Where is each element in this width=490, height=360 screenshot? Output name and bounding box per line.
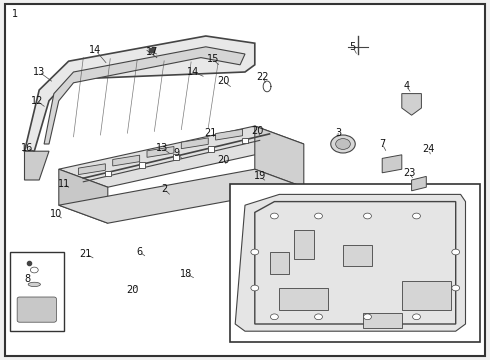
Circle shape — [270, 314, 278, 320]
Text: 12: 12 — [30, 96, 43, 106]
Polygon shape — [59, 169, 304, 223]
Polygon shape — [59, 126, 304, 187]
Polygon shape — [147, 147, 174, 157]
Polygon shape — [44, 47, 245, 144]
Text: 13: 13 — [33, 67, 45, 77]
Bar — [363, 313, 402, 328]
Text: 18: 18 — [180, 269, 192, 279]
Circle shape — [331, 135, 355, 153]
Text: 4: 4 — [404, 81, 410, 91]
Circle shape — [452, 249, 460, 255]
Text: 15: 15 — [207, 54, 220, 64]
Text: 17: 17 — [146, 47, 158, 57]
Polygon shape — [216, 129, 243, 140]
Text: 10: 10 — [50, 209, 63, 219]
Circle shape — [30, 267, 38, 273]
Polygon shape — [255, 126, 304, 187]
Ellipse shape — [28, 282, 40, 287]
Polygon shape — [235, 194, 466, 331]
Bar — [230, 184, 480, 342]
Text: 1: 1 — [12, 9, 18, 19]
Text: 3: 3 — [335, 128, 341, 138]
Circle shape — [364, 213, 371, 219]
Text: 19: 19 — [254, 171, 266, 181]
Text: 22: 22 — [256, 72, 269, 82]
Polygon shape — [382, 155, 402, 173]
Circle shape — [315, 213, 322, 219]
Text: 9: 9 — [173, 148, 179, 158]
Polygon shape — [59, 169, 108, 223]
Text: 24: 24 — [422, 144, 435, 154]
Text: 14: 14 — [89, 45, 102, 55]
Text: 6: 6 — [137, 247, 143, 257]
Polygon shape — [24, 151, 49, 180]
Bar — [139, 162, 145, 168]
Bar — [279, 288, 328, 310]
Text: 7: 7 — [379, 139, 385, 149]
FancyBboxPatch shape — [17, 297, 56, 322]
Text: 5: 5 — [350, 42, 356, 52]
Bar — [105, 171, 111, 176]
Bar — [270, 252, 289, 274]
Text: 21: 21 — [204, 128, 217, 138]
Text: 20: 20 — [217, 76, 229, 86]
Circle shape — [413, 213, 420, 219]
Text: 11: 11 — [58, 179, 70, 189]
Text: 2: 2 — [161, 184, 167, 194]
Bar — [242, 138, 248, 143]
Text: 20: 20 — [217, 155, 229, 165]
Circle shape — [270, 213, 278, 219]
Polygon shape — [113, 155, 140, 166]
Text: 16: 16 — [21, 143, 33, 153]
Polygon shape — [402, 94, 421, 115]
Text: 13: 13 — [156, 143, 168, 153]
Polygon shape — [412, 176, 426, 191]
Text: 20: 20 — [126, 285, 139, 295]
Bar — [10, 252, 64, 331]
Circle shape — [336, 139, 350, 149]
Circle shape — [364, 314, 371, 320]
Bar — [294, 230, 314, 259]
Polygon shape — [181, 138, 208, 149]
Text: 8: 8 — [24, 274, 30, 284]
Circle shape — [251, 249, 259, 255]
Circle shape — [251, 285, 259, 291]
Polygon shape — [78, 164, 105, 175]
Circle shape — [452, 285, 460, 291]
Bar — [173, 154, 179, 160]
Text: 14: 14 — [188, 67, 200, 77]
Bar — [343, 245, 372, 266]
Polygon shape — [24, 36, 255, 151]
Text: 20: 20 — [251, 126, 264, 136]
Text: 23: 23 — [403, 168, 416, 178]
Circle shape — [413, 314, 420, 320]
Circle shape — [315, 314, 322, 320]
Bar — [402, 281, 451, 310]
Bar — [208, 146, 214, 152]
Text: 21: 21 — [79, 249, 92, 259]
